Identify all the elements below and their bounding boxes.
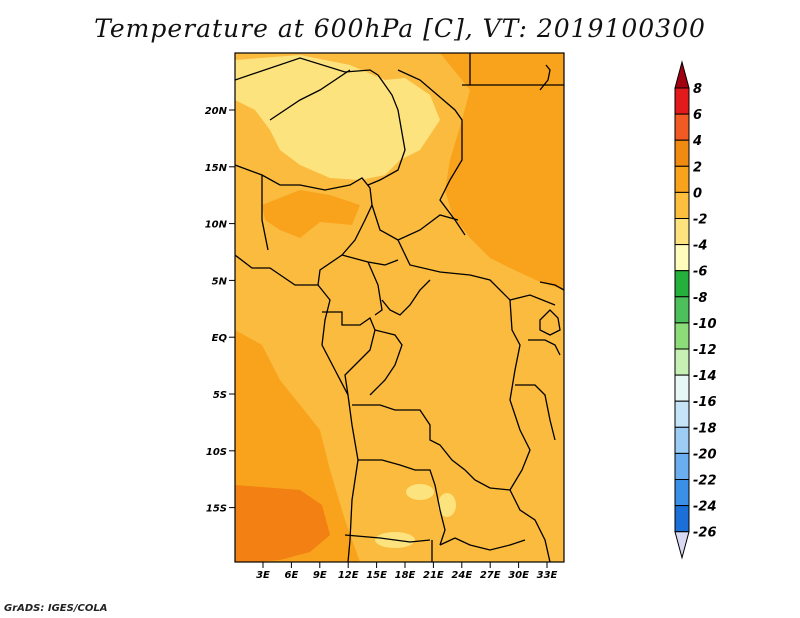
colorbar-segment	[674, 165, 690, 193]
map-frame	[234, 52, 565, 563]
cool-patch-south-2	[438, 493, 456, 517]
colorbar-label: -24	[693, 500, 717, 515]
hot-region-southwest	[235, 485, 330, 562]
colorbar-label: 6	[693, 108, 702, 123]
chart-title: Temperature at 600hPa [C], VT: 201910030…	[94, 14, 706, 43]
lon-label: 6E	[285, 570, 299, 581]
colorbar-segment	[674, 479, 690, 507]
colorbar-segment	[674, 244, 690, 272]
colorbar-segment	[674, 296, 690, 324]
colorbar-label: -16	[693, 395, 717, 410]
colorbar: 8 6 4 2 0 -2 -4 -6 -8 -10 -12 -14 -16 -18 -20 -22 -24 -26	[674, 60, 717, 560]
lon-label: 9E	[313, 570, 327, 581]
map-fill	[235, 53, 564, 562]
colorbar-segment	[674, 426, 690, 454]
colorbar-label: -18	[693, 421, 717, 436]
lon-label: 30E	[508, 570, 529, 581]
colorbar-label: -20	[693, 447, 717, 462]
lon-label: 15E	[366, 570, 387, 581]
lon-label: 24E	[451, 570, 472, 581]
lon-label: 21E	[423, 570, 444, 581]
colorbar-segment	[674, 374, 690, 402]
cool-region-sahara	[235, 55, 440, 180]
colorbar-segment	[674, 191, 690, 219]
colorbar-label: -6	[693, 265, 707, 280]
colorbar-label: -2	[693, 213, 707, 228]
lat-label: 15N	[205, 163, 228, 174]
colorbar-segment	[674, 218, 690, 246]
warm-region-northeast	[440, 53, 564, 290]
lat-label: 10S	[206, 447, 227, 458]
colorbar-label: -8	[693, 291, 707, 306]
colorbar-segment	[674, 452, 690, 480]
colorbar-segment	[674, 400, 690, 428]
colorbar-label: 8	[693, 82, 702, 97]
country-borders	[235, 53, 564, 562]
lon-label: 12E	[338, 570, 359, 581]
lat-label: 15S	[206, 504, 227, 515]
latitude-axis: 20N 15N 10N 5N EQ 5S 10S 15S	[205, 106, 235, 515]
colorbar-segment	[674, 87, 690, 115]
cool-patch-south-1	[406, 484, 434, 500]
colorbar-label: -22	[693, 474, 717, 489]
lat-label: EQ	[212, 333, 228, 344]
lon-label: 18E	[395, 570, 416, 581]
lat-label: 5S	[213, 390, 227, 401]
lat-label: 10N	[205, 220, 228, 231]
colorbar-label: -26	[693, 526, 717, 541]
lon-label: 33E	[537, 570, 558, 581]
longitude-axis: 3E 6E 9E 12E 15E 18E 21E 24E 27E 30E 33E	[256, 562, 558, 581]
lat-label: 5N	[212, 276, 228, 287]
colorbar-label: -12	[693, 343, 717, 358]
lon-label: 27E	[480, 570, 501, 581]
colorbar-segment	[674, 139, 690, 167]
colorbar-label: 4	[692, 134, 702, 149]
colorbar-label: 0	[693, 186, 702, 201]
lat-label: 20N	[205, 106, 228, 117]
colorbar-bottom-arrow	[674, 531, 690, 560]
colorbar-segment	[674, 270, 690, 298]
colorbar-segment	[674, 505, 690, 533]
colorbar-label: -4	[693, 239, 707, 254]
lon-label: 3E	[256, 570, 270, 581]
colorbar-segment	[674, 113, 690, 141]
colorbar-top-arrow	[674, 60, 690, 89]
warm-region-nigeria	[262, 190, 360, 238]
colorbar-segment	[674, 322, 690, 350]
colorbar-segment	[674, 348, 690, 376]
colorbar-label: -14	[693, 369, 717, 384]
colorbar-label: 2	[693, 160, 702, 175]
credit-label: GrADS: IGES/COLA	[4, 603, 108, 614]
colorbar-label: -10	[693, 317, 717, 332]
